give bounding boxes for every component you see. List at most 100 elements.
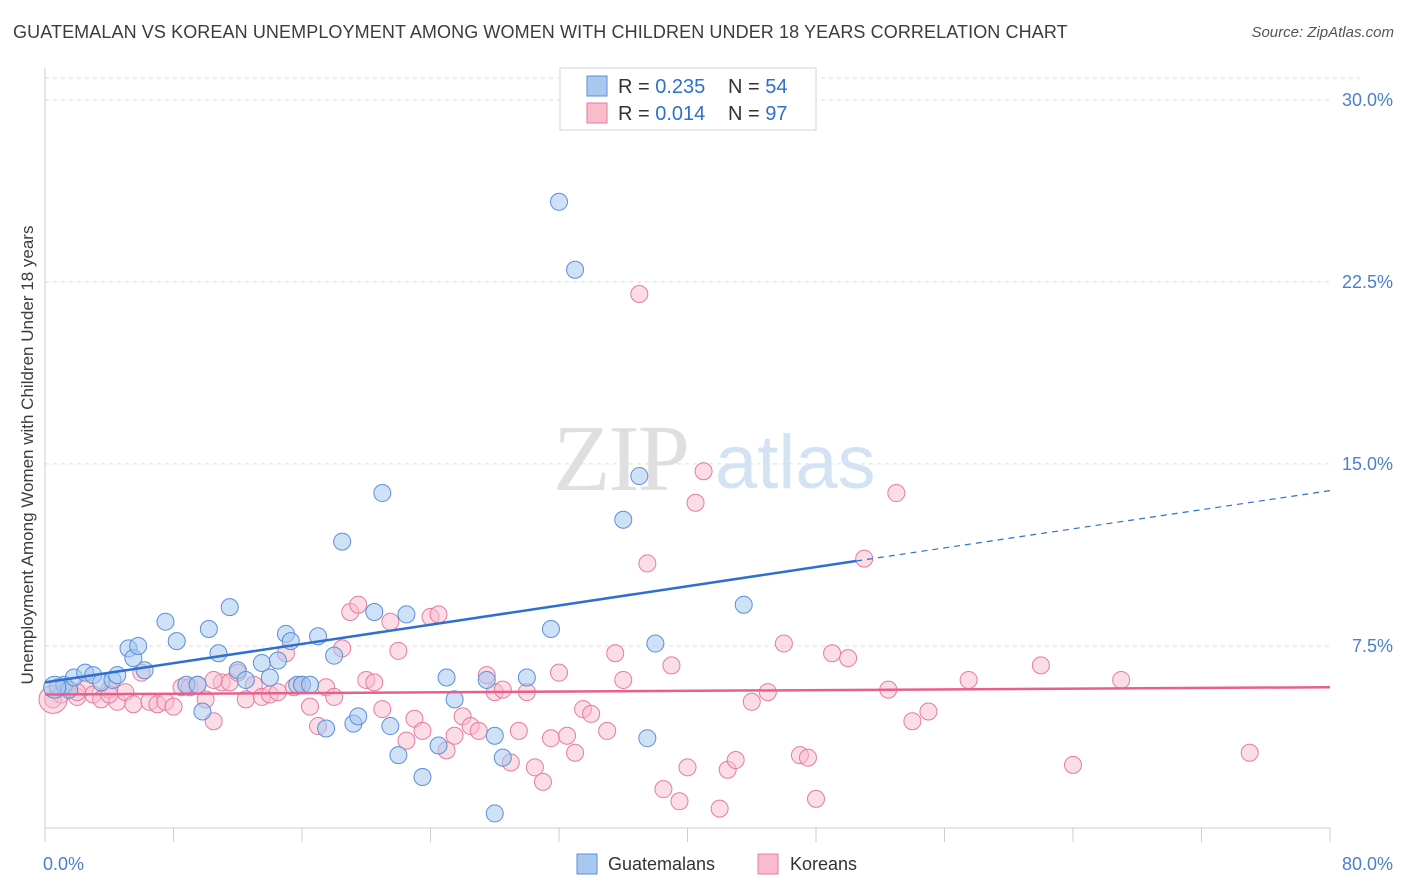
guatemalan-point (445, 690, 464, 709)
korean-point (301, 697, 320, 716)
y-tick-label: 22.5% (1342, 272, 1393, 292)
x-tick-label-max: 80.0% (1342, 854, 1393, 874)
korean-point (469, 721, 488, 740)
guatemalan-point (477, 670, 496, 689)
korean-point (903, 712, 922, 731)
guatemalan-point (638, 729, 657, 748)
guatemalan-point (630, 467, 649, 486)
korean-point (758, 683, 777, 702)
korean-point (887, 484, 906, 503)
korean-point (550, 663, 568, 682)
svg-text:N = 54: N = 54 (728, 76, 788, 98)
watermark-zip: ZIP (553, 407, 688, 511)
legend-n-label-1: N = (728, 76, 765, 98)
korean-point (614, 670, 633, 689)
korean-point (1064, 755, 1082, 774)
guatemalan-point (550, 192, 568, 211)
korean-point (429, 605, 448, 624)
korean-point (678, 758, 697, 777)
korean-point (606, 644, 625, 663)
y-tick-label: 30.0% (1342, 90, 1393, 110)
korean-point (558, 726, 577, 745)
guatemalan-point (135, 661, 154, 680)
guatemalan-point (220, 598, 239, 617)
korean-point (325, 687, 344, 706)
guatemalan-point (646, 634, 665, 653)
guatemalan-point (193, 702, 212, 721)
guatemalan-point (437, 668, 456, 687)
y-tick-label: 7.5% (1352, 636, 1393, 656)
legend-r-label-2: R = (618, 103, 655, 125)
guatemalan-point (167, 632, 186, 651)
guatemalan-point (301, 675, 320, 694)
tick-labels: 7.5% 15.0% 22.5% 30.0% 0.0% 80.0% (43, 90, 1393, 874)
korean-point (373, 700, 392, 719)
bottom-legend-guatemalans: Guatemalans (608, 854, 715, 874)
korean-point (397, 731, 416, 750)
korean-point (509, 721, 528, 740)
trend-lines (44, 490, 1331, 696)
guatemalan-point (373, 484, 392, 503)
bottom-legend-swatch-koreans (757, 853, 779, 875)
korean-point (124, 695, 143, 714)
korean-point (807, 789, 825, 808)
guatemalan-point (429, 736, 448, 755)
korean-point (726, 751, 745, 770)
legend-r-value-2: 0.014 (655, 103, 705, 125)
guatemalan-point (209, 644, 228, 663)
svg-text:N = 97: N = 97 (728, 103, 788, 125)
guatemalan-point (413, 768, 432, 787)
korean-point (1112, 670, 1131, 689)
guatemalan-point (129, 636, 148, 655)
korean-point (774, 634, 793, 653)
chart-title: GUATEMALAN VS KOREAN UNEMPLOYMENT AMONG … (13, 22, 1068, 42)
korean-point (493, 680, 512, 699)
korean-trend-line (44, 685, 1331, 696)
guatemalan-point (397, 605, 416, 624)
legend-n-value-2: 97 (765, 103, 787, 125)
korean-point (533, 772, 552, 791)
korean-point (582, 704, 601, 723)
guatemalan-point (517, 668, 536, 687)
guatemalan-point (485, 726, 504, 745)
guatemalan-point (614, 510, 633, 529)
guatemalan-point (365, 602, 384, 621)
korean-point (686, 493, 705, 512)
legend-swatch-koreans (586, 102, 608, 124)
korean-point (638, 554, 657, 573)
guatemalan-point (108, 666, 127, 685)
korean-point (670, 792, 689, 811)
korean-point (566, 743, 585, 762)
korean-point (742, 692, 761, 711)
korean-point (630, 285, 649, 304)
legend-r-label-1: R = (618, 76, 655, 98)
guatemalan-point (199, 619, 218, 638)
korean-point (1031, 656, 1050, 675)
gridlines (45, 77, 1360, 647)
guatemalan-point (349, 707, 368, 726)
guatemalan-point (156, 612, 175, 631)
korean-point (365, 673, 384, 692)
guatemalan-trend-line (44, 559, 857, 684)
guatemalan-point (333, 532, 352, 551)
legend-r-value-1: 0.235 (655, 76, 705, 98)
series-legend: Guatemalans Koreans (576, 853, 857, 875)
guatemalan-point (268, 651, 287, 670)
guatemalan-trend-extension (856, 490, 1331, 562)
korean-point (204, 670, 223, 689)
legend-n-value-1: 54 (765, 76, 787, 98)
korean-point (919, 702, 938, 721)
legend-n-label-2: N = (728, 103, 765, 125)
guatemalan-point (541, 619, 560, 638)
watermark-atlas: atlas (715, 420, 876, 505)
guatemalan-point (734, 595, 753, 614)
legend-swatch-guatemalans (586, 75, 608, 97)
korean-point (654, 780, 673, 799)
korean-point (839, 649, 858, 668)
y-tick-label: 15.0% (1342, 454, 1393, 474)
korean-point (823, 644, 842, 663)
guatemalan-point (325, 646, 344, 665)
guatemalan-point (493, 748, 512, 767)
korean-points (38, 285, 1259, 818)
guatemalan-point (485, 804, 504, 823)
